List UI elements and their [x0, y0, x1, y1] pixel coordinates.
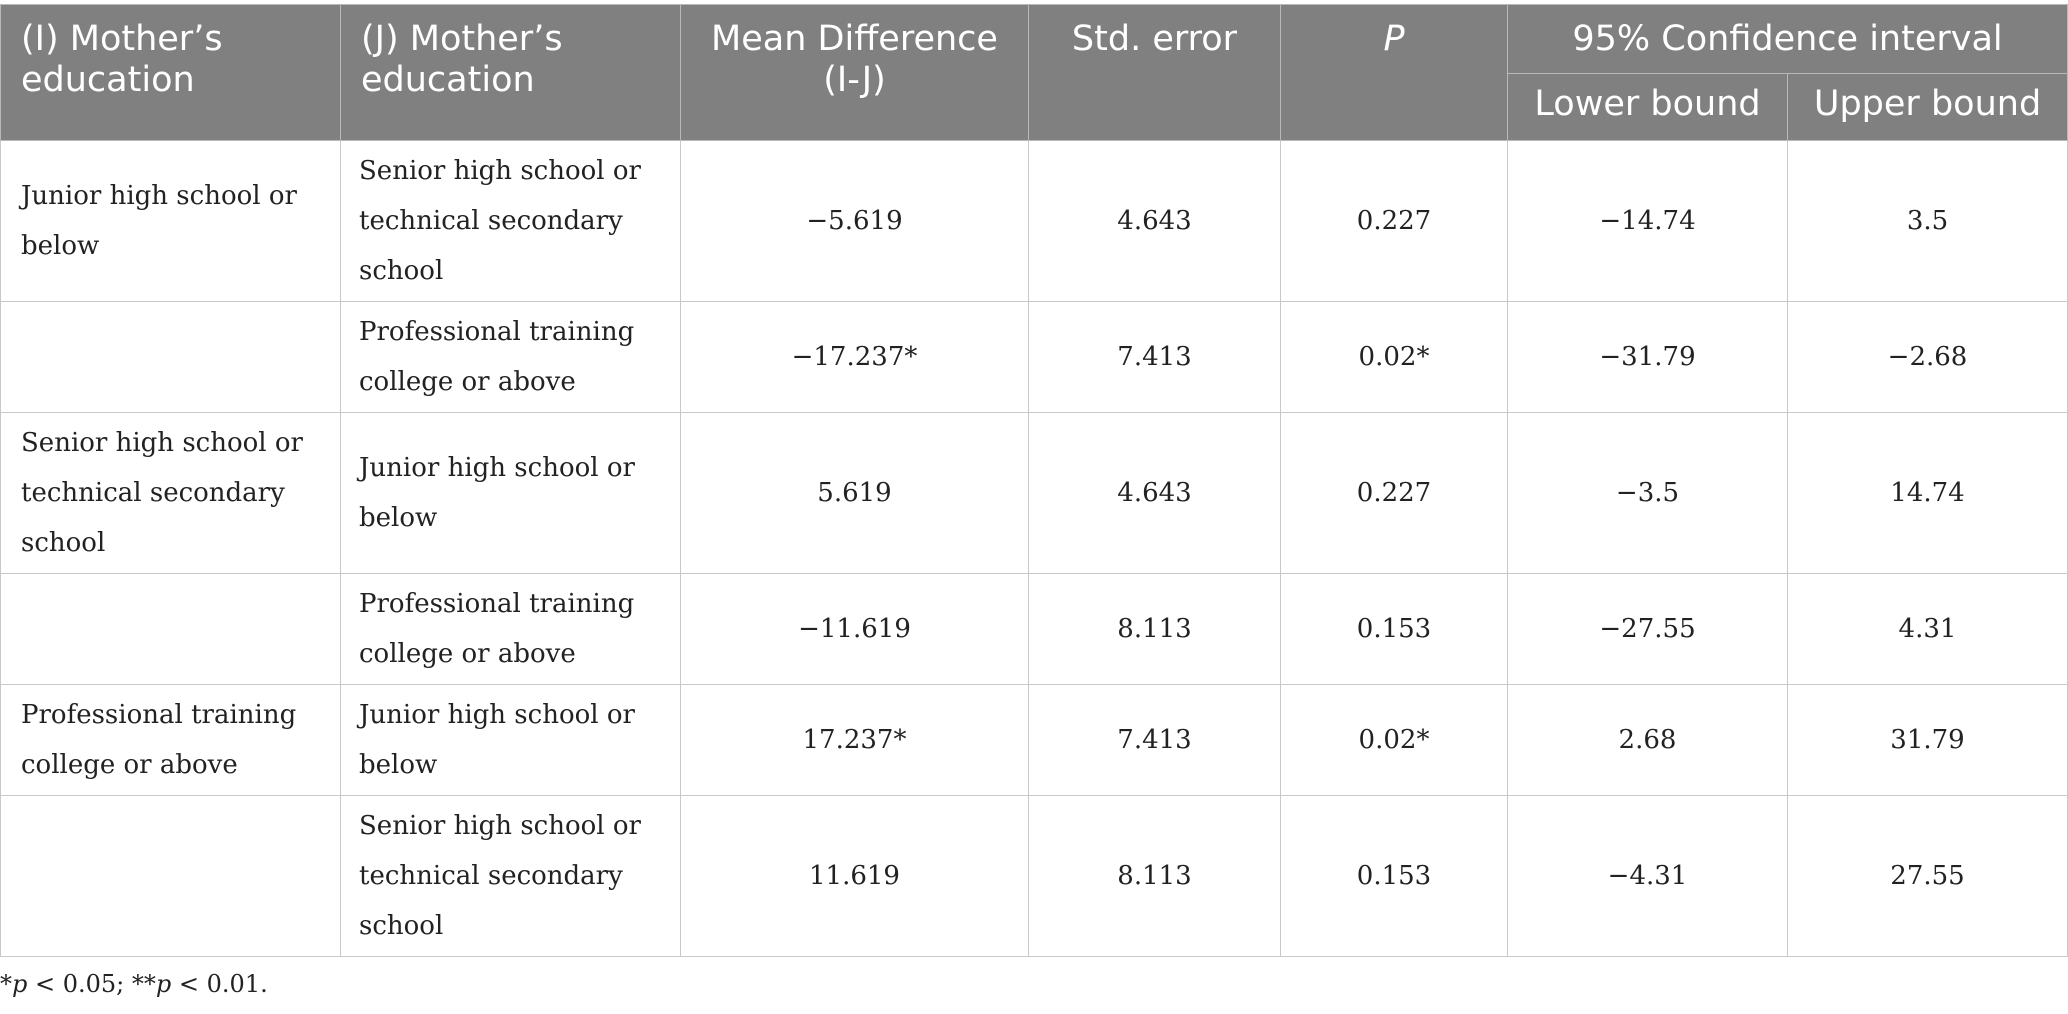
cell-p: 0.227	[1280, 140, 1508, 302]
header-p: P	[1280, 4, 1508, 141]
cell-j: Junior high school or below	[340, 412, 681, 574]
cell-p: 0.02*	[1280, 684, 1508, 796]
footnote-star: *	[0, 970, 12, 998]
cell-upper: 4.31	[1787, 573, 2068, 685]
cell-upper: 14.74	[1787, 412, 2068, 574]
table-row: Senior high school or technical secondar…	[0, 795, 2068, 957]
cell-lower: −27.55	[1507, 573, 1788, 685]
header-std-error: Std. error	[1028, 4, 1281, 141]
cell-p: 0.153	[1280, 795, 1508, 957]
table-row: Senior high school or technical secondar…	[0, 412, 2068, 574]
header-upper-bound: Upper bound	[1787, 73, 2068, 141]
cell-j: Senior high school or technical secondar…	[340, 795, 681, 957]
cell-i: Professional training college or above	[0, 684, 341, 796]
cell-std-error: 4.643	[1028, 140, 1281, 302]
footnote-p: p	[155, 970, 172, 998]
table-header: (I) Mother’s education (J) Mother’s educ…	[0, 4, 2068, 141]
cell-upper: −2.68	[1787, 301, 2068, 413]
cell-mean-diff: −17.237*	[680, 301, 1029, 413]
cell-std-error: 8.113	[1028, 573, 1281, 685]
table-body: Junior high school or below Senior high …	[0, 140, 2068, 957]
cell-j: Professional training college or above	[340, 573, 681, 685]
cell-j: Professional training college or above	[340, 301, 681, 413]
footnote-p: p	[12, 970, 28, 998]
header-confidence-interval: 95% Confidence interval	[1507, 4, 2068, 74]
cell-i	[0, 301, 341, 413]
table-row: Professional training college or above J…	[0, 684, 2068, 796]
cell-upper: 31.79	[1787, 684, 2068, 796]
cell-i: Junior high school or below	[0, 140, 341, 302]
cell-mean-diff: −5.619	[680, 140, 1029, 302]
cell-p: 0.227	[1280, 412, 1508, 574]
cell-i	[0, 795, 341, 957]
footnote-text: < 0.01.	[171, 970, 268, 998]
cell-std-error: 7.413	[1028, 684, 1281, 796]
cell-lower: 2.68	[1507, 684, 1788, 796]
header-i-mothers-education: (I) Mother’s education	[0, 4, 341, 141]
cell-j: Senior high school or technical secondar…	[340, 140, 681, 302]
cell-mean-diff: −11.619	[680, 573, 1029, 685]
cell-i: Senior high school or technical secondar…	[0, 412, 341, 574]
cell-lower: −14.74	[1507, 140, 1788, 302]
cell-lower: −3.5	[1507, 412, 1788, 574]
cell-p: 0.02*	[1280, 301, 1508, 413]
cell-mean-diff: 5.619	[680, 412, 1029, 574]
table-footnote: *p < 0.05; **p < 0.01.	[0, 970, 268, 998]
footnote-text: < 0.05;	[27, 970, 132, 998]
cell-std-error: 4.643	[1028, 412, 1281, 574]
cell-mean-diff: 11.619	[680, 795, 1029, 957]
cell-lower: −31.79	[1507, 301, 1788, 413]
cell-std-error: 7.413	[1028, 301, 1281, 413]
cell-lower: −4.31	[1507, 795, 1788, 957]
footnote-double-star: **	[131, 970, 156, 998]
cell-i	[0, 573, 341, 685]
cell-upper: 27.55	[1787, 795, 2068, 957]
table-row: Junior high school or below Senior high …	[0, 140, 2068, 302]
comparison-table: (I) Mother’s education (J) Mother’s educ…	[0, 4, 2068, 957]
cell-j: Junior high school or below	[340, 684, 681, 796]
header-lower-bound: Lower bound	[1507, 73, 1788, 141]
cell-p: 0.153	[1280, 573, 1508, 685]
cell-mean-diff: 17.237*	[680, 684, 1029, 796]
header-mean-difference: Mean Difference (I-J)	[680, 4, 1029, 141]
cell-std-error: 8.113	[1028, 795, 1281, 957]
cell-upper: 3.5	[1787, 140, 2068, 302]
table-row: Professional training college or above −…	[0, 301, 2068, 413]
header-j-mothers-education: (J) Mother’s education	[340, 4, 681, 141]
table-row: Professional training college or above −…	[0, 573, 2068, 685]
